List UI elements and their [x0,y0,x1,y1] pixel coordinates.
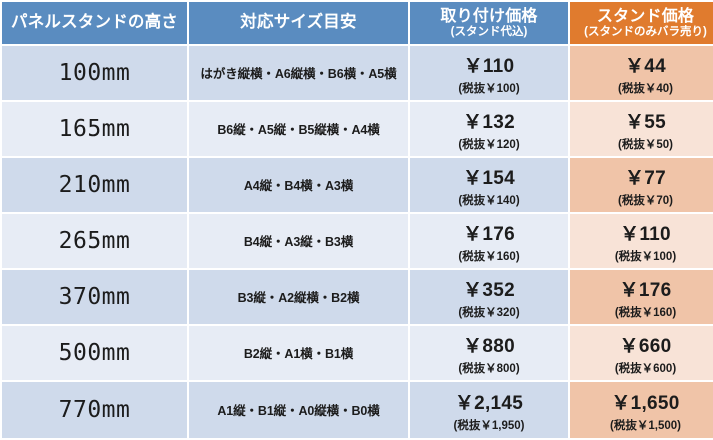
cell-height: 500mm [2,326,187,380]
install-price-excl-tax: (税抜￥160) [458,250,520,263]
size-value: A1縦・B1縦・A0縦横・B0横 [217,404,380,418]
cell-height: 370mm [2,270,187,324]
stand-price-value: ￥176 [619,279,672,301]
column-header-install-price: 取り付け価格 (スタンド代込) [410,2,568,44]
install-price-value: ￥132 [463,111,515,133]
install-price-value: ￥176 [463,223,515,245]
cell-supported-size: B4縦・A3縦・B3横 [189,214,408,268]
cell-stand-price: ￥176 (税抜￥160) [570,270,713,324]
cell-stand-price: ￥55 (税抜￥50) [570,102,713,156]
column-header-label: スタンド価格 [596,7,695,25]
cell-supported-size: A4縦・B4横・A3横 [189,158,408,212]
cell-stand-price: ￥1,650 (税抜￥1,500) [570,382,713,438]
height-value: 500mm [58,340,131,366]
install-price-value: ￥2,145 [454,392,524,414]
install-price-excl-tax: (税抜￥800) [458,362,520,375]
install-price-excl-tax: (税抜￥320) [458,306,520,319]
column-header-label: 取り付け価格 [440,7,538,25]
stand-price-excl-tax: (税抜￥600) [614,362,677,375]
size-value: A4縦・B4横・A3横 [243,179,354,193]
cell-install-price: ￥2,145 (税抜￥1,950) [410,382,568,438]
column-header-label: パネルスタンドの高さ [11,13,178,32]
cell-install-price: ￥352 (税抜￥320) [410,270,568,324]
stand-price-value: ￥1,650 [611,392,680,414]
table-row: 265mm B4縦・A3縦・B3横 ￥176 (税抜￥160) ￥110 (税抜… [2,214,713,268]
size-value: B4縦・A3縦・B3横 [243,235,354,249]
install-price-excl-tax: (税抜￥1,950) [453,419,525,432]
install-price-value: ￥154 [463,167,515,189]
stand-price-excl-tax: (税抜￥100) [614,250,677,263]
cell-height: 100mm [2,46,187,100]
column-header-panel-stand-height: パネルスタンドの高さ [2,2,187,44]
cell-supported-size: B3縦・A2縦横・B2横 [189,270,408,324]
stand-price-value: ￥110 [620,223,671,245]
column-header-sublabel: (スタンド代込) [450,25,528,38]
cell-height: 165mm [2,102,187,156]
height-value: 100mm [58,60,131,86]
table-row: 770mm A1縦・B1縦・A0縦横・B0横 ￥2,145 (税抜￥1,950)… [2,382,713,438]
cell-install-price: ￥154 (税抜￥140) [410,158,568,212]
cell-install-price: ￥132 (税抜￥120) [410,102,568,156]
table-row: 165mm B6縦・A5縦・B5縦横・A4横 ￥132 (税抜￥120) ￥55… [2,102,713,156]
stand-price-excl-tax: (税抜￥1,500) [610,419,681,432]
header-row: パネルスタンドの高さ 対応サイズ目安 取り付け価格 (スタンド代込) スタンド価… [2,2,713,44]
cell-height: 210mm [2,158,187,212]
cell-supported-size: A1縦・B1縦・A0縦横・B0横 [189,382,408,438]
height-value: 370mm [58,284,131,310]
cell-install-price: ￥110 (税抜￥100) [410,46,568,100]
install-price-value: ￥352 [463,279,515,301]
height-value: 210mm [58,172,131,198]
size-value: B3縦・A2縦横・B2横 [237,291,360,305]
column-header-sublabel: (スタンドのみバラ売り) [584,25,707,38]
height-value: 770mm [58,397,131,423]
cell-supported-size: はがき縦横・A6縦横・B6横・A5横 [189,46,408,100]
cell-stand-price: ￥660 (税抜￥600) [570,326,713,380]
cell-height: 265mm [2,214,187,268]
stand-price-excl-tax: (税抜￥50) [618,138,673,151]
cell-stand-price: ￥110 (税抜￥100) [570,214,713,268]
install-price-value: ￥880 [463,335,515,357]
column-header-label: 対応サイズ目安 [240,13,357,32]
table-row: 100mm はがき縦横・A6縦横・B6横・A5横 ￥110 (税抜￥100) ￥… [2,46,713,100]
install-price-excl-tax: (税抜￥140) [458,194,520,207]
table-row: 500mm B2縦・A1横・B1横 ￥880 (税抜￥800) ￥660 (税抜… [2,326,713,380]
table-header: パネルスタンドの高さ 対応サイズ目安 取り付け価格 (スタンド代込) スタンド価… [2,2,713,44]
table-body: 100mm はがき縦横・A6縦横・B6横・A5横 ￥110 (税抜￥100) ￥… [2,46,713,438]
cell-install-price: ￥176 (税抜￥160) [410,214,568,268]
column-header-stand-price: スタンド価格 (スタンドのみバラ売り) [570,2,713,44]
cell-stand-price: ￥44 (税抜￥40) [570,46,713,100]
stand-price-value: ￥660 [619,335,672,357]
size-value: B2縦・A1横・B1横 [243,347,354,361]
cell-stand-price: ￥77 (税抜￥70) [570,158,713,212]
install-price-value: ￥110 [463,55,515,77]
install-price-excl-tax: (税抜￥100) [458,82,520,95]
table-row: 370mm B3縦・A2縦横・B2横 ￥352 (税抜￥320) ￥176 (税… [2,270,713,324]
column-header-supported-size: 対応サイズ目安 [189,2,408,44]
table-row: 210mm A4縦・B4横・A3横 ￥154 (税抜￥140) ￥77 (税抜￥… [2,158,713,212]
stand-price-value: ￥77 [624,167,667,189]
stand-price-excl-tax: (税抜￥160) [614,306,677,319]
height-value: 165mm [58,116,131,142]
cell-supported-size: B6縦・A5縦・B5縦横・A4横 [189,102,408,156]
height-value: 265mm [58,228,131,254]
stand-price-excl-tax: (税抜￥40) [618,82,673,95]
cell-install-price: ￥880 (税抜￥800) [410,326,568,380]
cell-height: 770mm [2,382,187,438]
size-value: B6縦・A5縦・B5縦横・A4横 [217,123,380,137]
stand-price-value: ￥55 [624,111,667,133]
cell-supported-size: B2縦・A1横・B1横 [189,326,408,380]
stand-price-excl-tax: (税抜￥70) [618,194,673,207]
size-value: はがき縦横・A6縦横・B6横・A5横 [200,67,397,81]
install-price-excl-tax: (税抜￥120) [458,138,520,151]
stand-price-value: ￥44 [624,55,667,77]
